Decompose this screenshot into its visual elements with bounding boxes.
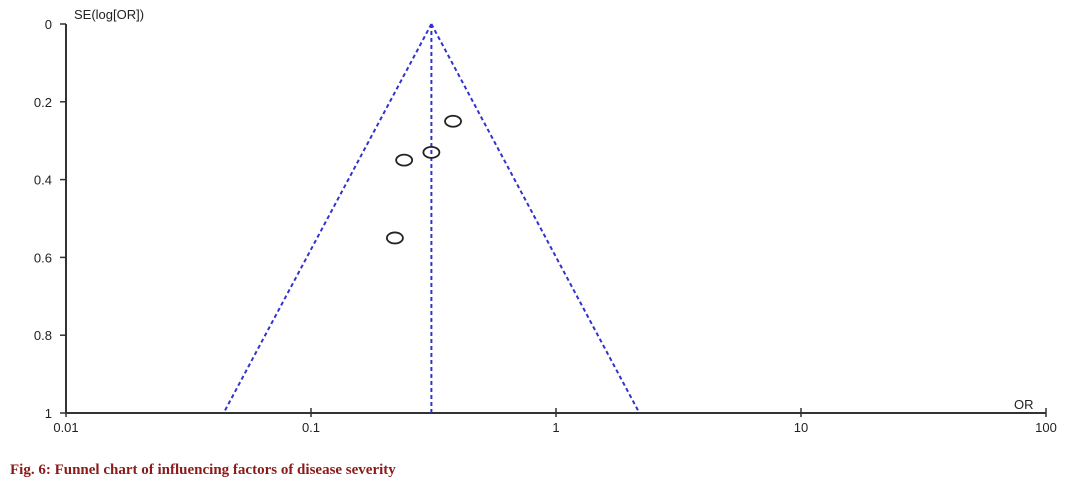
study-point xyxy=(385,231,404,245)
y-axis-title: SE(log[OR]) xyxy=(74,7,144,22)
x-tick-label: 1 xyxy=(552,420,559,435)
study-point xyxy=(444,114,462,128)
y-tick-label: 0.6 xyxy=(34,250,52,265)
figure-caption: Fig. 6: Funnel chart of influencing fact… xyxy=(10,462,396,478)
y-axis: 0 0.2 0.4 0.6 0.8 1 xyxy=(34,17,67,421)
study-point xyxy=(422,145,441,159)
y-tick-label: 1 xyxy=(45,406,52,421)
y-tick-label: 0.4 xyxy=(34,173,52,188)
funnel-upper-bound-line xyxy=(430,23,641,414)
study-point xyxy=(395,153,414,167)
y-tick-label: 0.8 xyxy=(34,328,52,343)
x-tick-label: 0.1 xyxy=(302,420,320,435)
y-tick-label: 0.2 xyxy=(34,95,52,110)
x-tick-label: 0.01 xyxy=(53,420,78,435)
x-axis: 0.01 0.1 1 10 100 xyxy=(53,408,1057,435)
x-tick-label: 100 xyxy=(1035,420,1057,435)
funnel-lower-bound-line xyxy=(222,23,433,414)
funnel-chart: 0 0.2 0.4 0.6 0.8 1 0.01 0.1 1 10 100 SE(log[OR])… xyxy=(34,7,1057,435)
x-axis-title: OR xyxy=(1014,397,1034,412)
study-points xyxy=(385,114,462,245)
funnel xyxy=(222,23,641,414)
x-tick-label: 10 xyxy=(794,420,808,435)
y-tick-label: 0 xyxy=(45,17,52,32)
